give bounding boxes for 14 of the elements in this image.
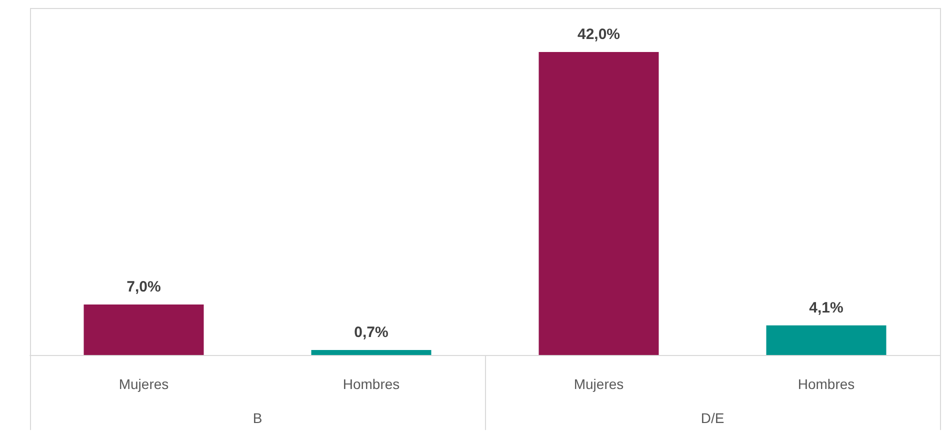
x-tick-label: Mujeres	[574, 376, 624, 392]
bar	[84, 304, 204, 355]
x-tick-label: Hombres	[342, 376, 400, 392]
text: B	[252, 410, 262, 426]
data-label: 0,7%	[354, 324, 388, 341]
bar	[766, 325, 886, 355]
bar	[538, 52, 659, 355]
x-tick-label: Mujeres	[118, 376, 169, 392]
data-label: 7,0%	[126, 278, 161, 296]
x-tick-label: Hombres	[798, 376, 855, 392]
data-label: 4,1%	[809, 299, 844, 316]
bar	[311, 350, 432, 355]
data-label: 42,0%	[577, 26, 620, 43]
text: D/E	[700, 410, 724, 426]
